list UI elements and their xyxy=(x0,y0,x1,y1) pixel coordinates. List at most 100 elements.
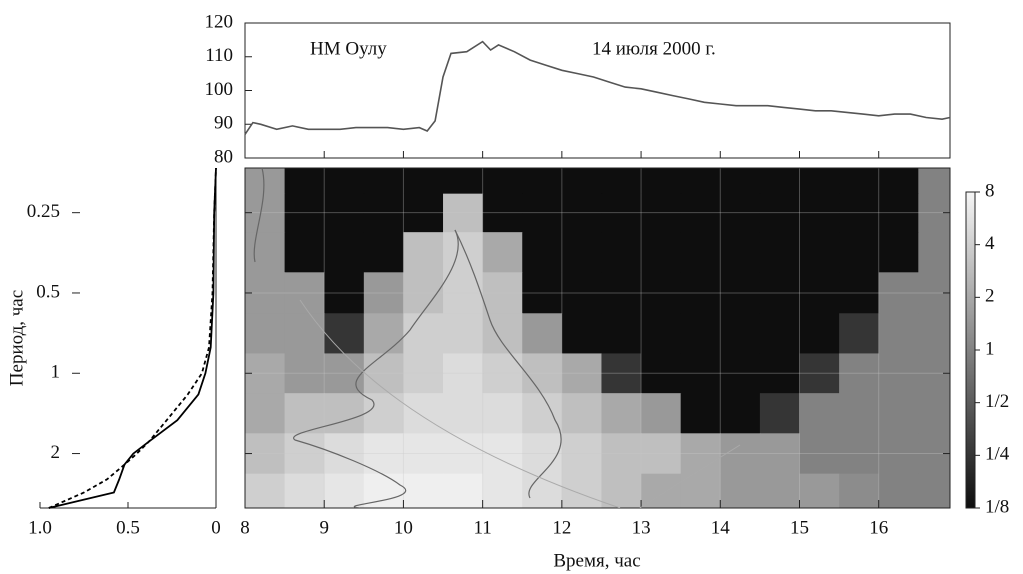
heat-cell xyxy=(878,393,919,434)
heat-cell xyxy=(284,353,325,394)
heat-cell xyxy=(403,393,444,434)
heat-cell xyxy=(839,433,880,475)
heat-cell xyxy=(522,433,563,475)
heat-cell xyxy=(284,168,325,195)
heat-cell xyxy=(680,168,721,195)
heat-cell xyxy=(839,272,880,314)
heat-cell xyxy=(561,433,603,475)
colorbar-label: 1/8 xyxy=(985,496,1009,517)
colorbar-label: 4 xyxy=(985,233,995,254)
heat-cell xyxy=(641,272,682,314)
heat-cell xyxy=(601,473,642,508)
heat-cell xyxy=(839,473,880,508)
heat-cell xyxy=(680,232,721,273)
heat-cell xyxy=(363,313,405,355)
heat-cell xyxy=(720,272,761,314)
heat-cell xyxy=(799,232,840,273)
heat-cell xyxy=(324,232,365,273)
heat-cell xyxy=(522,272,563,314)
chart-subtitle: 14 июля 2000 г. xyxy=(592,38,716,59)
heat-cell xyxy=(878,433,919,475)
heat-cell xyxy=(799,193,840,233)
y-tick-label: 0.5 xyxy=(36,281,60,302)
heat-cell xyxy=(482,393,523,434)
heat-cell xyxy=(561,353,603,394)
heat-cell xyxy=(878,193,919,233)
heat-cell xyxy=(878,353,919,394)
x-tick-label: 15 xyxy=(790,517,809,538)
heat-cell xyxy=(680,193,721,233)
heat-cell xyxy=(363,168,405,195)
heat-cell xyxy=(561,193,603,233)
heat-cell xyxy=(245,168,286,195)
contours xyxy=(253,168,741,508)
heat-cell xyxy=(363,353,405,394)
heat-cell xyxy=(799,473,840,508)
x-tick-label: 0.5 xyxy=(116,517,140,538)
heat-cell xyxy=(403,232,444,273)
heat-cell xyxy=(561,473,603,508)
heat-cell xyxy=(839,232,880,273)
x-tick-label: 10 xyxy=(394,517,413,538)
heat-cell xyxy=(443,353,484,394)
y-tick-label: 2 xyxy=(51,442,61,463)
heat-cell xyxy=(839,313,880,355)
heat-cell xyxy=(720,232,761,273)
heat-cell xyxy=(641,353,682,394)
heat-cell xyxy=(561,232,603,273)
x-tick-label: 13 xyxy=(632,517,651,538)
heat-cell xyxy=(403,473,444,508)
x-tick-label: 0 xyxy=(211,517,221,538)
heat-cell xyxy=(878,473,919,508)
heat-cell xyxy=(482,168,523,195)
heat-cell xyxy=(799,393,840,434)
heat-cell xyxy=(878,272,919,314)
x-tick-label: 11 xyxy=(473,517,491,538)
heat-cell xyxy=(284,433,325,475)
heat-cell xyxy=(601,353,642,394)
heat-cell xyxy=(324,393,365,434)
heat-cell xyxy=(641,313,682,355)
heat-cell xyxy=(284,393,325,434)
heat-cell xyxy=(443,473,484,508)
heat-cell xyxy=(284,313,325,355)
heat-cell xyxy=(561,168,603,195)
colorbar-label: 1/2 xyxy=(985,391,1009,412)
y-tick-label: 80 xyxy=(214,146,233,167)
heat-cell xyxy=(720,313,761,355)
y-tick-label: 120 xyxy=(205,11,234,32)
significance-contour xyxy=(454,229,562,499)
heat-cell xyxy=(443,168,484,195)
heat-cell xyxy=(759,433,801,475)
heat-cell xyxy=(245,473,286,508)
heat-cell xyxy=(918,393,950,434)
heat-cell xyxy=(720,353,761,394)
heat-cell xyxy=(918,193,950,233)
heat-cell xyxy=(680,393,721,434)
heatmap-frame xyxy=(244,167,951,509)
heat-cell xyxy=(363,193,405,233)
heat-cell xyxy=(759,272,801,314)
heat-cell xyxy=(720,393,761,434)
heat-cell xyxy=(680,473,721,508)
heat-cell xyxy=(799,433,840,475)
heat-cell xyxy=(878,313,919,355)
heat-cell xyxy=(482,193,523,233)
colorbar-label: 2 xyxy=(985,286,995,307)
heat-cell xyxy=(601,272,642,314)
heat-cell xyxy=(561,393,603,434)
heat-cell xyxy=(522,168,563,195)
heat-cell xyxy=(720,473,761,508)
y-tick-label: 100 xyxy=(205,79,234,100)
y-tick-label: 90 xyxy=(214,113,233,134)
x-tick-label: 8 xyxy=(240,517,250,538)
heat-cell xyxy=(720,193,761,233)
y-tick-label: 1 xyxy=(51,362,61,383)
heat-cell xyxy=(363,433,405,475)
heat-cell xyxy=(363,272,405,314)
heat-cell xyxy=(403,313,444,355)
heat-cell xyxy=(878,168,919,195)
heat-cell xyxy=(680,353,721,394)
heat-cell xyxy=(403,168,444,195)
